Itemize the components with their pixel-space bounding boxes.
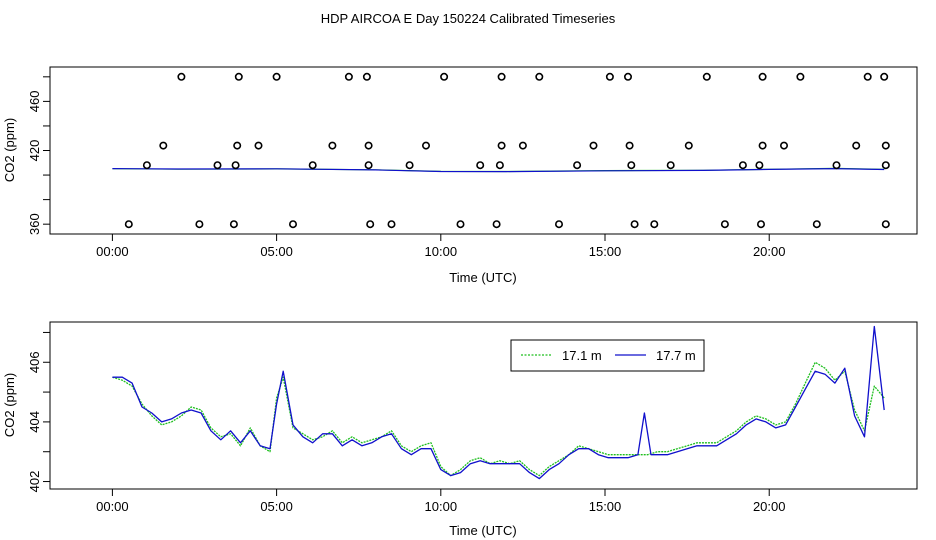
co2-series — [112, 325, 885, 480]
calibration-point — [328, 141, 337, 150]
calibration-point — [254, 141, 263, 150]
co2-x-tick-label: 15:00 — [589, 499, 622, 514]
calibration-point — [630, 220, 639, 229]
co2-x-tick-label: 10:00 — [425, 499, 458, 514]
calibration-point — [344, 72, 353, 81]
calibration-point — [738, 161, 747, 170]
calibration-point — [880, 72, 889, 81]
calibration-point — [421, 141, 430, 150]
calibration-point — [554, 220, 563, 229]
calibration-point — [366, 220, 375, 229]
calibration-point — [362, 72, 371, 81]
calibration-point — [405, 161, 414, 170]
co2-series-line — [112, 325, 885, 480]
calibration-y-axis: 360 420 460 — [27, 76, 50, 235]
co2-x-label: Time (UTC) — [449, 523, 516, 538]
legend-label-17-7m: 17.7 m — [656, 348, 696, 363]
calibration-point — [492, 220, 501, 229]
calibration-point — [476, 161, 485, 170]
calibration-point — [812, 220, 821, 229]
co2-y-tick-label: 404 — [27, 411, 42, 433]
calibration-x-tick-label: 10:00 — [425, 244, 458, 259]
calibration-point — [756, 220, 765, 229]
calibration-point — [195, 220, 204, 229]
calibration-point — [650, 220, 659, 229]
calibration-point — [684, 141, 693, 150]
calibration-point — [605, 72, 614, 81]
calibration-point — [177, 72, 186, 81]
calibration-point — [573, 161, 582, 170]
co2-y-axis: 402 404 406 — [27, 331, 50, 493]
calibration-point — [518, 141, 527, 150]
calibration-x-tick-label: 05:00 — [260, 244, 293, 259]
calibration-point — [863, 72, 872, 81]
calibration-point — [288, 220, 297, 229]
co2-y-tick-label: 402 — [27, 471, 42, 493]
calibration-point — [702, 72, 711, 81]
calibration-point — [387, 220, 396, 229]
calibration-x-tick-label: 15:00 — [589, 244, 622, 259]
calibration-points — [124, 72, 890, 229]
co2-panel-frame — [49, 321, 918, 490]
calibration-x-tick-label: 20:00 — [753, 244, 786, 259]
calibration-point — [234, 72, 243, 81]
legend: 17.1 m 17.7 m — [510, 339, 705, 372]
calibration-panel: 00:00 05:00 10:00 15:00 20:00 360 420 460 Time… — [2, 66, 918, 285]
calibration-point — [796, 72, 805, 81]
calibration-point — [625, 141, 634, 150]
calibration-point — [755, 161, 764, 170]
calibration-point — [758, 72, 767, 81]
calibration-series — [112, 167, 885, 173]
calibration-x-axis: 00:00 05:00 10:00 15:00 20:00 — [96, 234, 785, 259]
calibration-point — [142, 161, 151, 170]
calibration-point — [213, 161, 222, 170]
calibration-point — [233, 141, 242, 150]
co2-x-tick-label: 20:00 — [753, 499, 786, 514]
co2-x-tick-label: 05:00 — [260, 499, 293, 514]
calibration-panel-frame — [49, 66, 918, 235]
calibration-point — [231, 161, 240, 170]
calibration-y-label: CO2 (ppm) — [2, 118, 17, 182]
calibration-point — [497, 72, 506, 81]
co2-series-line — [112, 361, 885, 477]
co2-x-axis: 00:00 05:00 10:00 15:00 20:00 — [96, 489, 785, 514]
calibration-point — [720, 220, 729, 229]
calibration-point — [495, 161, 504, 170]
calibration-point — [364, 141, 373, 150]
co2-y-tick-label: 406 — [27, 351, 42, 373]
calibration-point — [229, 220, 238, 229]
calibration-point — [666, 161, 675, 170]
calibration-point — [881, 141, 890, 150]
calibration-x-tick-label: 00:00 — [96, 244, 129, 259]
calibration-point — [623, 72, 632, 81]
calibration-point — [308, 161, 317, 170]
calibration-point — [758, 141, 767, 150]
calibration-point — [881, 161, 890, 170]
calibration-point — [456, 220, 465, 229]
calibration-point — [497, 141, 506, 150]
calibration-point — [124, 220, 133, 229]
figure-title: HDP AIRCOA E Day 150224 Calibrated Times… — [321, 11, 616, 26]
legend-label-17-1m: 17.1 m — [562, 348, 602, 363]
calibration-y-tick-label: 460 — [27, 91, 42, 113]
calibration-point — [535, 72, 544, 81]
calibration-point — [440, 72, 449, 81]
co2-y-label: CO2 (ppm) — [2, 373, 17, 437]
co2-panel: 00:00 05:00 10:00 15:00 20:00 402 404 406 Time… — [2, 321, 918, 538]
calibration-point — [852, 141, 861, 150]
calibration-y-tick-label: 360 — [27, 213, 42, 235]
calibration-point — [779, 141, 788, 150]
calibration-point — [272, 72, 281, 81]
calibration-x-label: Time (UTC) — [449, 270, 516, 285]
calibration-series-line — [112, 167, 885, 173]
calibration-y-tick-label: 420 — [27, 140, 42, 162]
calibration-point — [627, 161, 636, 170]
calibration-point — [364, 161, 373, 170]
calibration-point — [159, 141, 168, 150]
calibration-point — [832, 161, 841, 170]
co2-x-tick-label: 00:00 — [96, 499, 129, 514]
calibration-point — [589, 141, 598, 150]
calibration-point — [881, 220, 890, 229]
